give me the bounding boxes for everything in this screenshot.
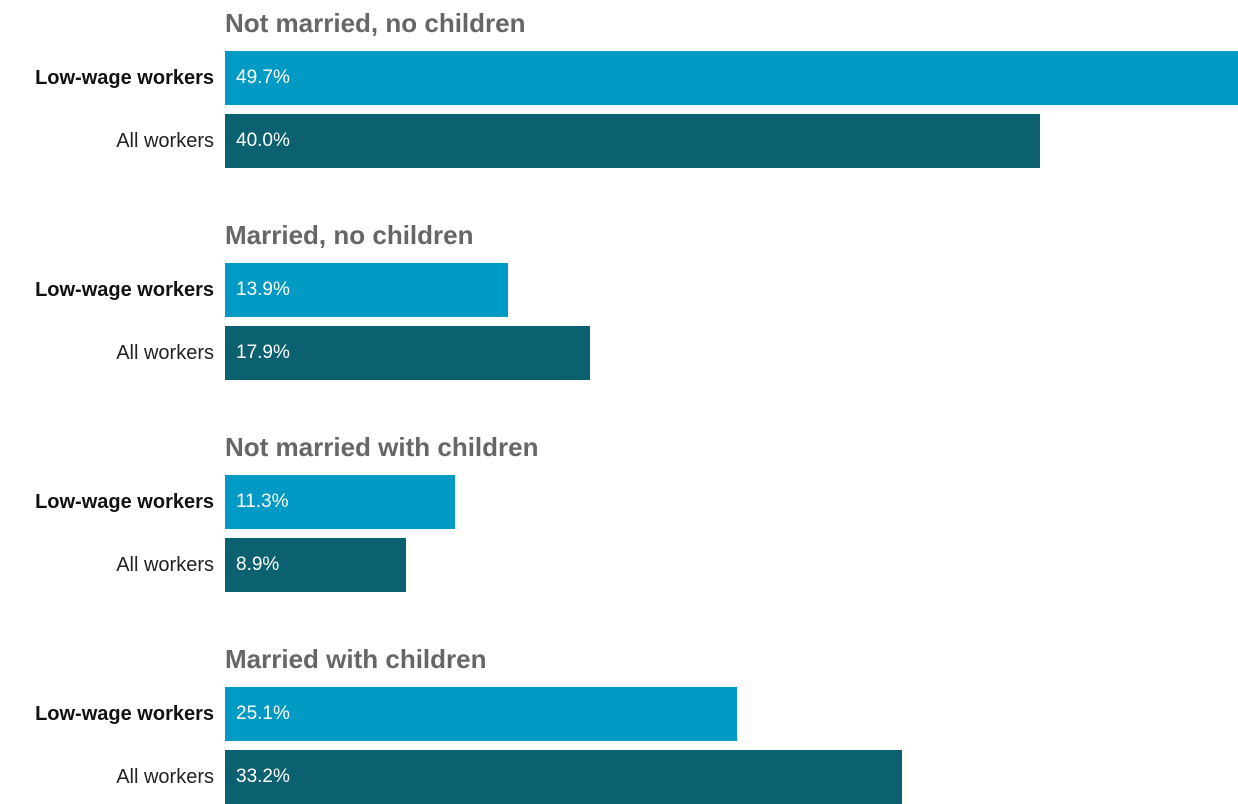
- bar-value-label: 25.1%: [236, 703, 290, 724]
- bar-value-label: 33.2%: [236, 766, 290, 787]
- bar-all-workers: [225, 750, 902, 804]
- bar-value-label: 11.3%: [236, 491, 289, 512]
- row-label-all-workers: All workers: [116, 342, 214, 364]
- row-label-all-workers: All workers: [116, 130, 214, 152]
- bar-low-wage: [225, 51, 1238, 105]
- bar-low-wage: [225, 687, 737, 741]
- group-title: Not married, no children: [225, 8, 526, 38]
- bar-all-workers: [225, 114, 1040, 168]
- group-title: Not married with children: [225, 432, 539, 462]
- bar-low-wage: [225, 263, 508, 317]
- bar-value-label: 49.7%: [236, 67, 290, 88]
- row-label-low-wage: Low-wage workers: [35, 279, 214, 301]
- row-label-low-wage: Low-wage workers: [35, 67, 214, 89]
- bar-value-label: 8.9%: [236, 554, 280, 575]
- row-label-all-workers: All workers: [116, 554, 214, 576]
- bar-all-workers: [225, 538, 406, 592]
- bar-low-wage: [225, 475, 455, 529]
- row-label-low-wage: Low-wage workers: [35, 491, 214, 513]
- row-label-low-wage: Low-wage workers: [35, 703, 214, 725]
- bar-value-label: 17.9%: [236, 342, 290, 363]
- group-title: Married, no children: [225, 220, 474, 250]
- bar-value-label: 40.0%: [236, 130, 290, 151]
- bar-all-workers: [225, 326, 590, 380]
- row-label-all-workers: All workers: [116, 766, 214, 788]
- bar-value-label: 13.9%: [236, 279, 290, 300]
- group-title: Married with children: [225, 644, 487, 674]
